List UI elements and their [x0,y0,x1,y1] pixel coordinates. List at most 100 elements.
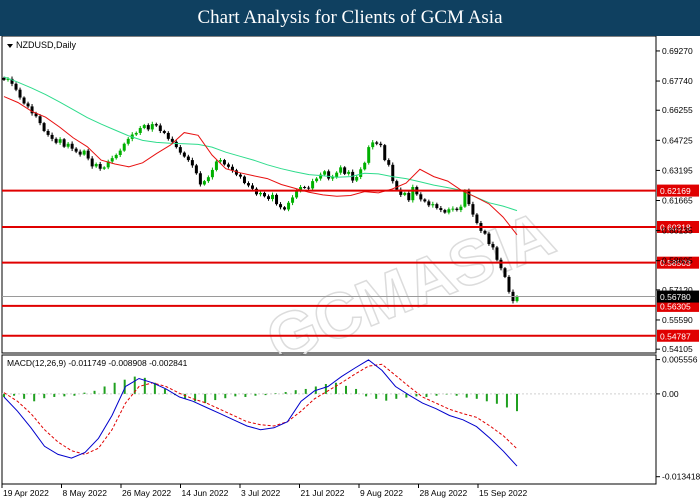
candle [238,172,242,179]
candle-body-down [495,247,499,260]
candle [26,101,30,109]
price-pane-frame [1,36,657,354]
candle-body-down [439,208,443,211]
candle-body-down [327,171,331,179]
candle [319,172,323,181]
candle-body-down [250,185,254,189]
candle-body-down [190,160,194,166]
candle [347,170,351,176]
candle-body-up [335,172,339,178]
candle-body-up [106,161,110,168]
price-tick-label: 0.61665 [662,195,693,205]
candle-body-down [10,78,14,84]
price-axis: 0.69270 0.67740 0.66255 0.64725 0.63195 0.616… [656,46,693,354]
candle [267,194,271,201]
candle-body-down [2,77,6,80]
candle [234,168,238,177]
candle-body-up [339,167,343,173]
candle-body-down [18,89,22,98]
moving-averages-layer [3,76,518,236]
candle [50,132,54,142]
macd-tick-label: -0.013418 [662,472,700,482]
candle-body-up [299,187,303,191]
candle [222,158,226,166]
candle-body-up [363,162,367,170]
candle-body-up [142,125,146,129]
candle-body-down [379,143,383,146]
candle [375,140,379,146]
candle-body-down [275,194,279,205]
price-tick-label: 0.67740 [662,76,693,86]
time-tick-label: 21 Jul 2022 [301,488,345,498]
candle [487,231,491,246]
level-price-tag [657,256,699,269]
candle [94,162,98,168]
candle-body-up [451,208,455,210]
candle-body-up [214,161,218,170]
candle [419,192,423,202]
candle [483,229,487,235]
price-tick-label: 0.60135 [662,226,693,236]
candle-body-down [303,187,307,189]
triangle-icon [7,44,13,48]
candle-body-down [455,208,459,211]
candle [178,145,182,155]
candle-body-down [230,166,234,171]
candle [186,154,190,162]
time-tick-label: 28 Aug 2022 [420,488,468,498]
candle-body-down [423,199,427,202]
price-pane: GCMASIA 0.621690.603180.585030.563050.54… [1,36,699,377]
candle-body-down [90,158,94,167]
candle-body-down [78,151,82,155]
candle-body-up [138,128,142,133]
candle [174,140,178,149]
candle [194,163,198,175]
candle [10,76,14,87]
candle-body-up [114,154,118,159]
candle [102,166,106,170]
candle [118,148,122,158]
candle-body-down [399,189,403,195]
candle [383,143,387,162]
macd-tick-label: 0.00 [662,389,679,399]
candle-body-up [291,197,295,203]
candle [226,162,230,169]
candle [307,185,311,191]
candle [447,207,451,215]
candle [18,87,22,100]
candle-body-down [86,150,90,159]
price-tick-label: 0.54105 [662,344,693,354]
price-tick-label: 0.58605 [662,256,693,266]
time-tick-label: 19 Apr 2022 [3,488,49,498]
price-tick-label: 0.64725 [662,135,693,145]
candle [451,206,455,212]
candle [363,161,367,171]
candle [503,267,507,279]
candle-body-up [58,139,62,143]
time-tick-label: 26 May 2022 [122,488,171,498]
candle-body-down [395,181,399,190]
candle-body-down [30,106,34,114]
macd-pane-frame [1,354,657,485]
macd-main-line [3,359,518,467]
candle-body-up [82,150,86,155]
candle-body-down [483,230,487,234]
candle [62,138,66,148]
candle-body-down [146,125,150,130]
candle [343,166,347,176]
candle [431,201,435,208]
candle-body-up [355,176,359,181]
candle [46,129,50,137]
candle [427,199,431,208]
level-price-tag [657,220,699,233]
candle-body-down [487,233,491,245]
candle [495,245,499,262]
candle-body-up [331,177,335,179]
candle [339,165,343,175]
candle [439,206,443,213]
time-tick-label: 9 Aug 2022 [360,488,403,498]
candle-body-down [267,196,271,200]
candle-body-up [134,132,138,135]
candle-body-down [283,207,287,210]
candle-body-down [222,160,226,165]
